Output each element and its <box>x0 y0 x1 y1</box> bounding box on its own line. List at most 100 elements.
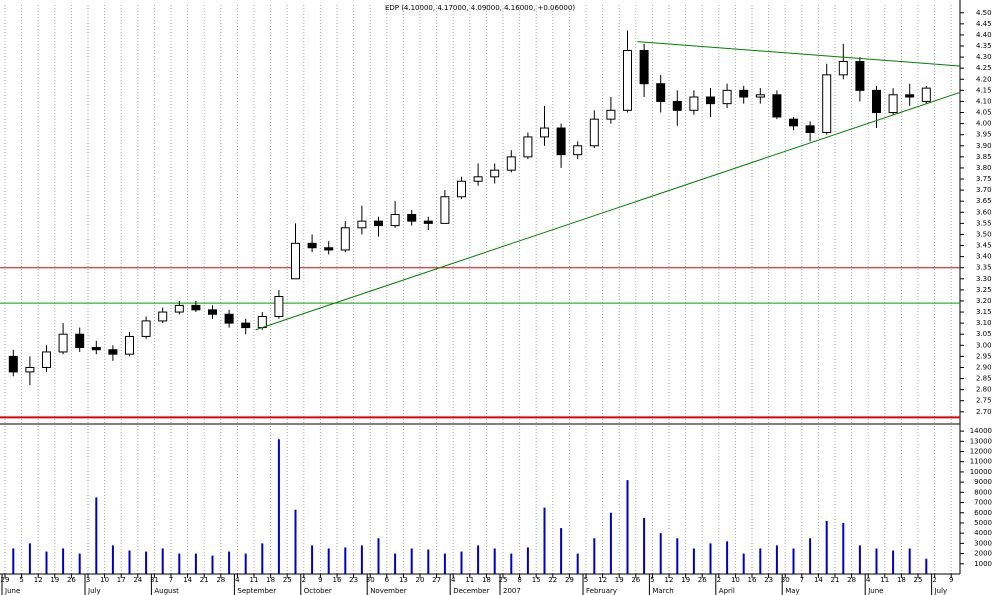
candle-body <box>822 74 832 133</box>
y-tick-label: 4.35 <box>976 42 992 50</box>
volume-bar <box>609 512 612 574</box>
x-tick-label: 15 <box>532 576 541 584</box>
volume-bar <box>427 549 430 574</box>
volume-bar <box>560 528 563 574</box>
candle-body <box>75 333 85 349</box>
x-tick-label: 19 <box>615 576 624 584</box>
y2-tick-label: 1000 <box>974 560 992 568</box>
x-tick-label: 24 <box>133 576 142 584</box>
volume-bar <box>95 497 98 574</box>
candle-body <box>8 355 18 373</box>
volume-bar <box>161 548 164 574</box>
candle-body <box>25 366 35 373</box>
candle-body <box>357 220 367 229</box>
x-tick-label: 4 <box>451 576 456 584</box>
trendline <box>255 92 960 331</box>
volume-bar <box>825 520 828 574</box>
volume-bar <box>726 541 729 574</box>
x-tick-label: 7 <box>169 576 173 584</box>
x-tick-label: 8 <box>517 576 521 584</box>
candle-body <box>340 227 350 251</box>
volume-bar <box>377 538 380 574</box>
volume-bar <box>277 439 280 574</box>
y-tick-label: 4.05 <box>976 109 992 117</box>
candle-body <box>274 296 284 317</box>
candle-body <box>108 349 118 355</box>
x-tick-label: 19 <box>50 576 59 584</box>
candle-body <box>921 87 931 102</box>
x-tick-label: 12 <box>34 576 43 584</box>
y-tick-label: 3.25 <box>976 286 992 294</box>
volume-bar <box>244 553 247 574</box>
month-label: October <box>304 587 332 595</box>
y-tick-label: 2.90 <box>976 363 992 371</box>
y-tick-label: 3.55 <box>976 219 992 227</box>
x-tick-label: 18 <box>266 576 275 584</box>
candle-body <box>523 136 533 158</box>
candle-body <box>457 180 466 198</box>
volume-bar <box>858 545 861 574</box>
volume-bar <box>925 558 928 574</box>
x-tick-label: 26 <box>67 576 76 584</box>
candle-body <box>739 89 749 98</box>
volume-bar <box>128 550 131 574</box>
candle-body <box>689 96 699 111</box>
volume-bar <box>643 517 646 574</box>
x-tick-label: 12 <box>665 576 674 584</box>
y-tick-label: 2.80 <box>976 386 992 394</box>
volume-bar <box>875 548 878 574</box>
x-tick-label: 29 <box>565 576 574 584</box>
x-tick-label: 4 <box>235 576 240 584</box>
y-tick-label: 3.80 <box>976 164 992 172</box>
x-tick-label: 14 <box>183 576 192 584</box>
volume-bar <box>842 522 845 574</box>
volume-bar <box>294 509 297 574</box>
chart-title: EDP (4.10000, 4.17000, 4.09000, 4.16000,… <box>385 4 575 12</box>
candle-body <box>606 109 616 120</box>
y-tick-label: 3.70 <box>976 186 992 194</box>
volume-bar <box>211 555 214 574</box>
volume-bar <box>526 547 529 574</box>
candle-body <box>755 94 765 98</box>
y-tick-label: 2.95 <box>976 352 992 360</box>
x-tick-label: 23 <box>764 576 773 584</box>
volume-bar <box>477 545 480 574</box>
x-tick-label: 2 <box>717 576 721 584</box>
y-tick-label: 3.90 <box>976 142 992 150</box>
month-label: July <box>87 587 101 595</box>
candle-body <box>540 127 549 138</box>
volume-bar <box>493 548 496 574</box>
y-tick-label: 4.30 <box>976 53 992 61</box>
y2-tick-label: 10000 <box>970 468 992 476</box>
volume-bar <box>178 553 181 574</box>
y-tick-label: 3.10 <box>976 319 992 327</box>
y-tick-label: 3.35 <box>976 264 992 272</box>
x-tick-label: 30 <box>366 576 375 584</box>
volume-bar <box>228 551 231 574</box>
volume-bar <box>261 543 264 574</box>
x-tick-label: 21 <box>831 576 840 584</box>
candle-body <box>573 145 583 156</box>
y2-tick-label: 7000 <box>974 499 992 507</box>
volume-bar <box>443 553 446 574</box>
candle-body <box>872 89 881 114</box>
x-tick-label: 11 <box>465 576 474 584</box>
volume-bar <box>759 548 762 574</box>
y-tick-label: 2.75 <box>976 397 992 405</box>
candle-body <box>506 156 516 171</box>
y-tick-label: 3.20 <box>976 297 992 305</box>
y-tick-label: 3.40 <box>976 253 992 261</box>
y-tick-label: 3.05 <box>976 330 992 338</box>
candle-body <box>141 320 151 337</box>
y2-tick-label: 3000 <box>974 539 992 547</box>
volume-bar <box>892 550 895 574</box>
volume-bar <box>344 547 347 574</box>
candle-body <box>623 49 632 111</box>
candle-body <box>257 315 267 329</box>
x-tick-label: 18 <box>897 576 906 584</box>
month-label: June <box>867 587 883 595</box>
candle-body <box>324 247 334 251</box>
x-tick-label: 27 <box>432 576 441 584</box>
volume-bar <box>111 545 114 574</box>
